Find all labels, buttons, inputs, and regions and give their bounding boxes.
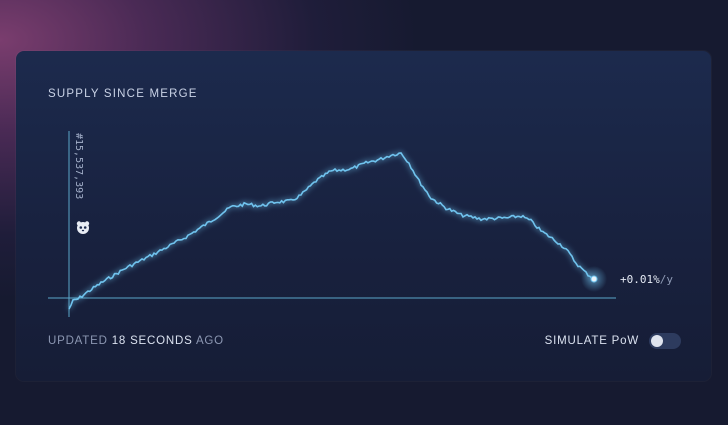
rate-value: +0.01% <box>620 273 660 286</box>
supply-line <box>68 152 595 310</box>
current-point-dot <box>590 275 598 283</box>
simulate-pow-label: SIMULATE PoW <box>544 335 639 347</box>
card-title: SUPPLY SINCE MERGE <box>48 88 198 100</box>
merge-block-label: #15,537,393 <box>73 133 84 199</box>
toggle-knob <box>651 335 663 347</box>
simulate-pow-control: SIMULATE PoW <box>545 333 681 349</box>
rate-unit: /y <box>659 273 673 286</box>
supply-chart: #15,537,393 <box>48 131 616 317</box>
simulate-pow-toggle[interactable] <box>649 333 681 349</box>
supply-rate-label: +0.01%/y <box>620 273 673 286</box>
updated-status: UPDATED 18 SECONDS AGO <box>48 335 224 347</box>
panda-icon <box>76 221 90 234</box>
updated-suffix: AGO <box>195 335 224 347</box>
updated-prefix: UPDATED <box>48 335 108 347</box>
supply-card: SUPPLY SINCE MERGE #15,537,393 <box>16 51 711 381</box>
updated-time: 18 SECONDS <box>111 335 193 347</box>
